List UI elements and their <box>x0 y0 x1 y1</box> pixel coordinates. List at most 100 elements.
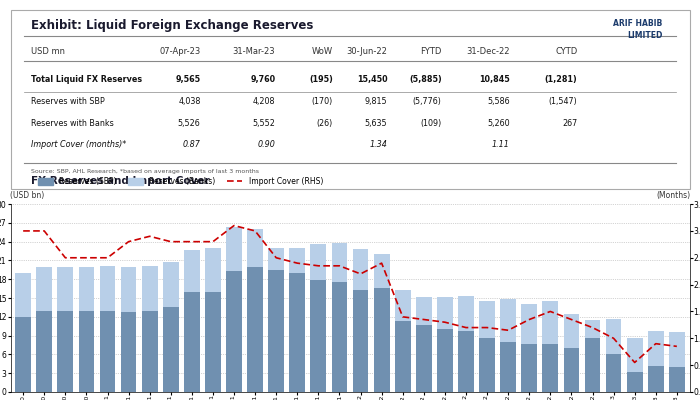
Bar <box>522 304 537 344</box>
Bar <box>458 331 474 392</box>
Bar <box>323 37 381 166</box>
Bar <box>226 271 242 392</box>
Import Cover (RHS) <box>610 336 618 341</box>
Import Cover (RHS) <box>673 344 681 349</box>
Text: 9,815: 9,815 <box>365 97 387 106</box>
Text: 31-Mar-23: 31-Mar-23 <box>232 47 275 56</box>
Bar <box>184 292 199 392</box>
Text: 5,586: 5,586 <box>487 97 510 106</box>
Bar <box>542 344 558 392</box>
Bar <box>437 329 453 392</box>
Text: (1,547): (1,547) <box>549 97 578 106</box>
Bar <box>458 296 474 331</box>
Import Cover (RHS) <box>125 239 133 244</box>
Import Cover (RHS) <box>377 261 386 266</box>
Text: (195): (195) <box>309 76 333 84</box>
Bar <box>226 227 242 271</box>
Import Cover (RHS) <box>504 328 512 333</box>
Bar <box>311 280 326 392</box>
Import Cover (RHS) <box>398 314 407 319</box>
Bar <box>353 249 368 290</box>
Text: Total Liquid FX Reserves: Total Liquid FX Reserves <box>31 76 142 84</box>
Text: 0.87: 0.87 <box>183 140 201 149</box>
Import Cover (RHS) <box>61 255 69 260</box>
Text: 1.34: 1.34 <box>370 140 387 149</box>
Text: 0.90: 0.90 <box>258 140 275 149</box>
Text: WoW: WoW <box>312 47 333 56</box>
Text: Reserves with SBP: Reserves with SBP <box>31 97 104 106</box>
Bar <box>78 310 95 392</box>
Bar <box>564 348 580 392</box>
Import Cover (RHS) <box>209 239 217 244</box>
Import Cover (RHS) <box>631 360 639 365</box>
Import Cover (RHS) <box>40 228 48 233</box>
Import Cover (RHS) <box>652 341 660 346</box>
Bar <box>626 372 643 392</box>
Import Cover (RHS) <box>462 325 470 330</box>
Text: (Months): (Months) <box>656 191 690 200</box>
Text: 9,565: 9,565 <box>176 76 201 84</box>
Bar <box>311 244 326 280</box>
Bar <box>416 297 432 325</box>
Bar <box>205 292 220 392</box>
Text: Exhibit: Liquid Foreign Exchange Reserves: Exhibit: Liquid Foreign Exchange Reserve… <box>31 19 313 32</box>
Text: 4,208: 4,208 <box>253 97 275 106</box>
Text: 5,260: 5,260 <box>487 118 510 128</box>
Bar <box>332 282 347 392</box>
Bar <box>564 314 580 348</box>
Import Cover (RHS) <box>19 228 27 233</box>
Bar <box>648 366 664 392</box>
Bar <box>500 299 516 342</box>
Bar <box>57 267 74 311</box>
Bar <box>99 266 116 310</box>
Bar <box>437 297 453 329</box>
Bar <box>648 331 664 366</box>
Text: Source: SBP, AHL Research, *based on average imports of last 3 months: Source: SBP, AHL Research, *based on ave… <box>31 169 259 174</box>
Text: 15,450: 15,450 <box>357 76 387 84</box>
Text: (USD bn): (USD bn) <box>10 191 44 200</box>
Import Cover (RHS) <box>441 320 449 324</box>
Text: 4,038: 4,038 <box>178 97 201 106</box>
Bar <box>567 37 673 166</box>
Bar <box>163 308 179 392</box>
Text: 5,635: 5,635 <box>365 118 387 128</box>
Bar <box>584 320 601 338</box>
Import Cover (RHS) <box>251 228 259 233</box>
Text: (1,281): (1,281) <box>545 76 578 84</box>
Import Cover (RHS) <box>314 264 323 268</box>
Bar <box>416 325 432 392</box>
Bar <box>120 312 136 392</box>
Bar <box>36 311 52 392</box>
Import Cover (RHS) <box>104 255 112 260</box>
Bar <box>57 311 74 392</box>
Bar <box>480 338 495 392</box>
Line: Import Cover (RHS): Import Cover (RHS) <box>23 226 677 362</box>
Text: (109): (109) <box>421 118 442 128</box>
Text: (5,885): (5,885) <box>409 76 442 84</box>
Bar <box>480 301 495 338</box>
Text: FYTD: FYTD <box>420 47 442 56</box>
Bar <box>584 338 601 392</box>
Text: ARIF HABIB
LIMITED: ARIF HABIB LIMITED <box>613 19 662 40</box>
Bar <box>395 290 411 321</box>
Import Cover (RHS) <box>82 255 90 260</box>
Text: FX Reserves and Import Cover: FX Reserves and Import Cover <box>31 176 209 186</box>
Import Cover (RHS) <box>419 317 428 322</box>
Bar <box>542 301 558 344</box>
Bar <box>395 321 411 392</box>
Import Cover (RHS) <box>483 325 491 330</box>
Text: Import Cover (months)*: Import Cover (months)* <box>31 140 126 149</box>
Import Cover (RHS) <box>230 223 238 228</box>
Text: 30-Jun-22: 30-Jun-22 <box>346 47 387 56</box>
Bar <box>15 273 31 317</box>
Text: (26): (26) <box>317 118 333 128</box>
Text: 5,526: 5,526 <box>178 118 201 128</box>
Bar <box>184 250 199 292</box>
Import Cover (RHS) <box>146 234 154 239</box>
Bar <box>374 288 389 392</box>
Import Cover (RHS) <box>188 239 196 244</box>
Bar <box>142 266 158 311</box>
Import Cover (RHS) <box>546 309 554 314</box>
Text: USD mn: USD mn <box>31 47 65 56</box>
Bar <box>15 317 31 392</box>
